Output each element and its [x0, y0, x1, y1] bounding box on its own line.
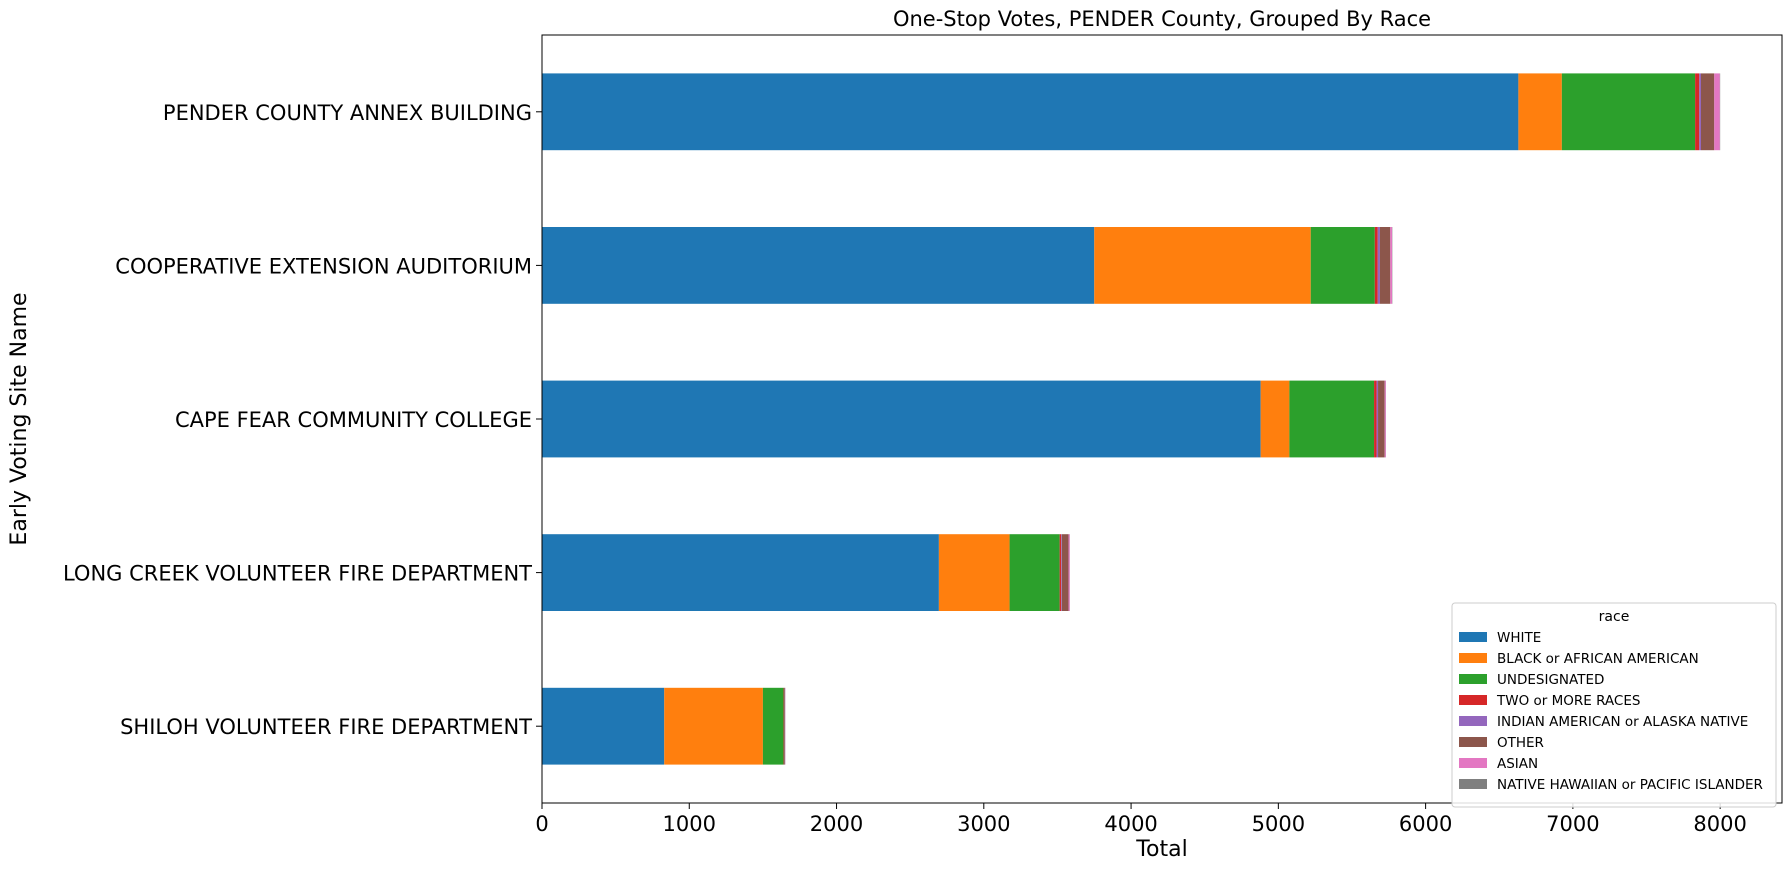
y-tick-label: LONG CREEK VOLUNTEER FIRE DEPARTMENT: [63, 562, 532, 586]
bar-segment: [542, 380, 1261, 458]
legend-label: BLACK or AFRICAN AMERICAN: [1497, 651, 1699, 667]
legend-swatch: [1459, 632, 1487, 642]
bar-segment: [1377, 227, 1380, 304]
legend-label: INDIAN AMERICAN or ALASKA NATIVE: [1497, 714, 1748, 730]
x-tick-label: 6000: [1399, 812, 1452, 836]
x-axis-label: Total: [1135, 837, 1187, 862]
x-tick-label: 3000: [957, 812, 1010, 836]
bar-segment: [1699, 73, 1702, 151]
bar-segment: [1061, 534, 1069, 611]
legend-swatch: [1459, 779, 1487, 789]
legend-swatch: [1459, 758, 1487, 768]
legend-swatch: [1459, 695, 1487, 705]
legend-label: UNDESIGNATED: [1497, 672, 1604, 688]
chart-title: One-Stop Votes, PENDER County, Grouped B…: [893, 7, 1431, 31]
bar-segment: [1310, 227, 1375, 304]
bar-segment: [1009, 534, 1060, 611]
legend-label: TWO or MORE RACES: [1496, 693, 1640, 709]
y-tick-label: CAPE FEAR COMMUNITY COLLEGE: [175, 408, 532, 432]
legend-label: ASIAN: [1497, 756, 1538, 772]
bar-segment: [1518, 73, 1562, 151]
legend-swatch: [1459, 737, 1487, 747]
bars-group: [542, 73, 1721, 765]
bar-segment: [1068, 534, 1070, 611]
x-tick-label: 4000: [1104, 812, 1157, 836]
legend-box: [1451, 602, 1777, 808]
legend-label: NATIVE HAWAIIAN or PACIFIC ISLANDER: [1497, 777, 1763, 793]
y-tick-label: COOPERATIVE EXTENSION AUDITORIUM: [115, 254, 532, 278]
legend-swatch: [1459, 674, 1487, 684]
legend-swatch: [1459, 716, 1487, 726]
bar-segment: [1376, 380, 1379, 458]
bar-segment: [784, 687, 785, 765]
legend: race WHITE BLACK or AFRICAN AMERICAN UNDES…: [1451, 602, 1777, 808]
legend-swatch: [1459, 653, 1487, 663]
legend-label: OTHER: [1497, 735, 1544, 751]
bar-segment: [938, 534, 1010, 611]
y-axis-ticks: PENDER COUNTY ANNEX BUILDING COOPERATIVE …: [63, 101, 542, 739]
bar-segment: [542, 73, 1519, 151]
bar-segment: [1059, 534, 1062, 611]
x-tick-label: 8000: [1693, 812, 1746, 836]
bar-segment: [1260, 380, 1290, 458]
bar-segment: [1695, 73, 1700, 151]
bar-segment: [664, 687, 763, 765]
bar-segment: [1390, 227, 1393, 304]
bar-segment: [542, 534, 939, 611]
x-tick-label: 1000: [663, 812, 716, 836]
bar-segment: [1561, 73, 1696, 151]
legend-label: WHITE: [1497, 630, 1541, 646]
bar-segment: [1384, 380, 1386, 458]
bar-segment: [542, 687, 665, 765]
legend-title: race: [1599, 609, 1630, 625]
bar-segment: [1714, 73, 1720, 151]
x-tick-label: 5000: [1252, 812, 1305, 836]
y-axis-label: Early Voting Site Name: [7, 292, 32, 545]
bar-segment: [542, 227, 1095, 304]
bar-segment: [1289, 380, 1375, 458]
legend-items: WHITE BLACK or AFRICAN AMERICAN UNDESIGNAT…: [1459, 630, 1763, 793]
bar-segment: [1094, 227, 1311, 304]
bar-segment: [1378, 380, 1385, 458]
y-tick-label: PENDER COUNTY ANNEX BUILDING: [163, 101, 532, 125]
x-tick-label: 2000: [810, 812, 863, 836]
bar-segment: [762, 687, 784, 765]
x-axis-ticks: 0 1000 2000 3000 4000 5000 6000 7000 8000: [535, 803, 1747, 836]
x-tick-label: 7000: [1546, 812, 1599, 836]
bar-segment: [1061, 534, 1062, 611]
bar-segment: [1374, 227, 1378, 304]
bar-segment: [1379, 227, 1391, 304]
x-tick-label: 0: [535, 812, 548, 836]
y-tick-label: SHILOH VOLUNTEER FIRE DEPARTMENT: [120, 715, 532, 739]
bar-segment: [1374, 380, 1377, 458]
bar-segment: [1701, 73, 1715, 151]
